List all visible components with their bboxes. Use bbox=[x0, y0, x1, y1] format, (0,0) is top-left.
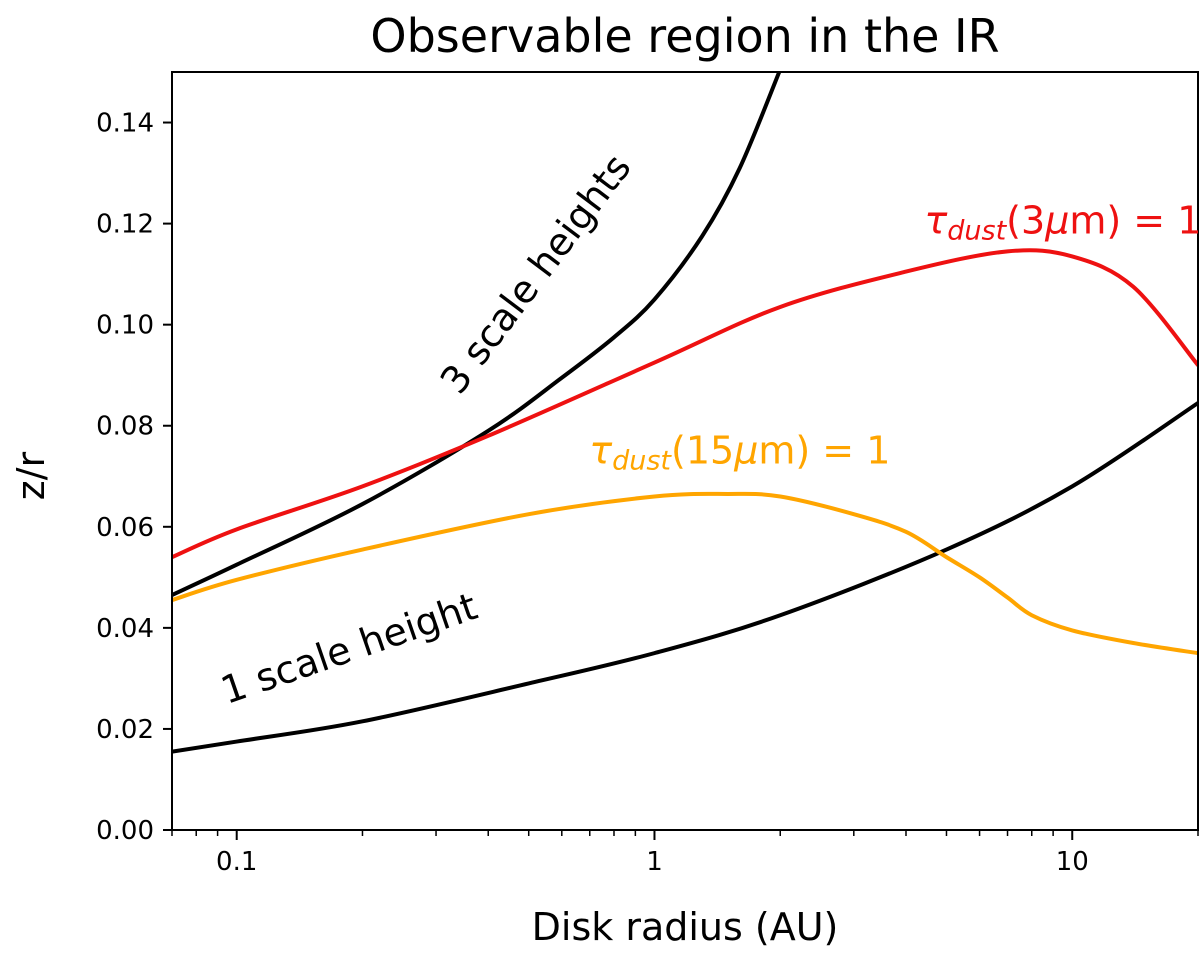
x-axis-label: Disk radius (AU) bbox=[532, 905, 839, 949]
chart-title: Observable region in the IR bbox=[370, 9, 999, 63]
series-line-tau-dust-3um-1 bbox=[172, 248, 1198, 560]
annotation-three-scale: 3 scale heights bbox=[432, 146, 640, 402]
series-line-3-scale-heights bbox=[172, 72, 782, 598]
plot-frame bbox=[171, 71, 1199, 831]
y-tick-label: 0.02 bbox=[96, 715, 154, 745]
annotation-tau3: τdust(3μm) = 1 bbox=[924, 199, 1200, 247]
series-line-tau-dust-15um-1 bbox=[172, 491, 1198, 656]
y-tick-label: 0.08 bbox=[96, 412, 154, 442]
y-tick-label: 0.12 bbox=[96, 210, 154, 240]
plot-area bbox=[172, 72, 1198, 754]
y-tick-label: 0.14 bbox=[96, 109, 154, 139]
y-tick-label: 0.04 bbox=[96, 614, 154, 644]
axes: 0.00 0.02 0.04 0.06 0.08 0.10 0.12 0.14 0.1 1 10 bbox=[96, 71, 1199, 877]
x-tick-label: 0.1 bbox=[216, 847, 257, 877]
x-tick-label: 10 bbox=[1056, 847, 1089, 877]
y-tick-label: 0.06 bbox=[96, 513, 154, 543]
series-line-1-scale-height bbox=[172, 400, 1198, 754]
x-tick-label: 1 bbox=[646, 847, 663, 877]
y-tick-label: 0.00 bbox=[96, 816, 154, 846]
y-axis-label: z/r bbox=[9, 451, 53, 500]
y-tick-label: 0.10 bbox=[96, 311, 154, 341]
annotation-tau15: τdust(15μm) = 1 bbox=[589, 429, 890, 477]
annotation-one-scale: 1 scale height bbox=[215, 584, 482, 713]
